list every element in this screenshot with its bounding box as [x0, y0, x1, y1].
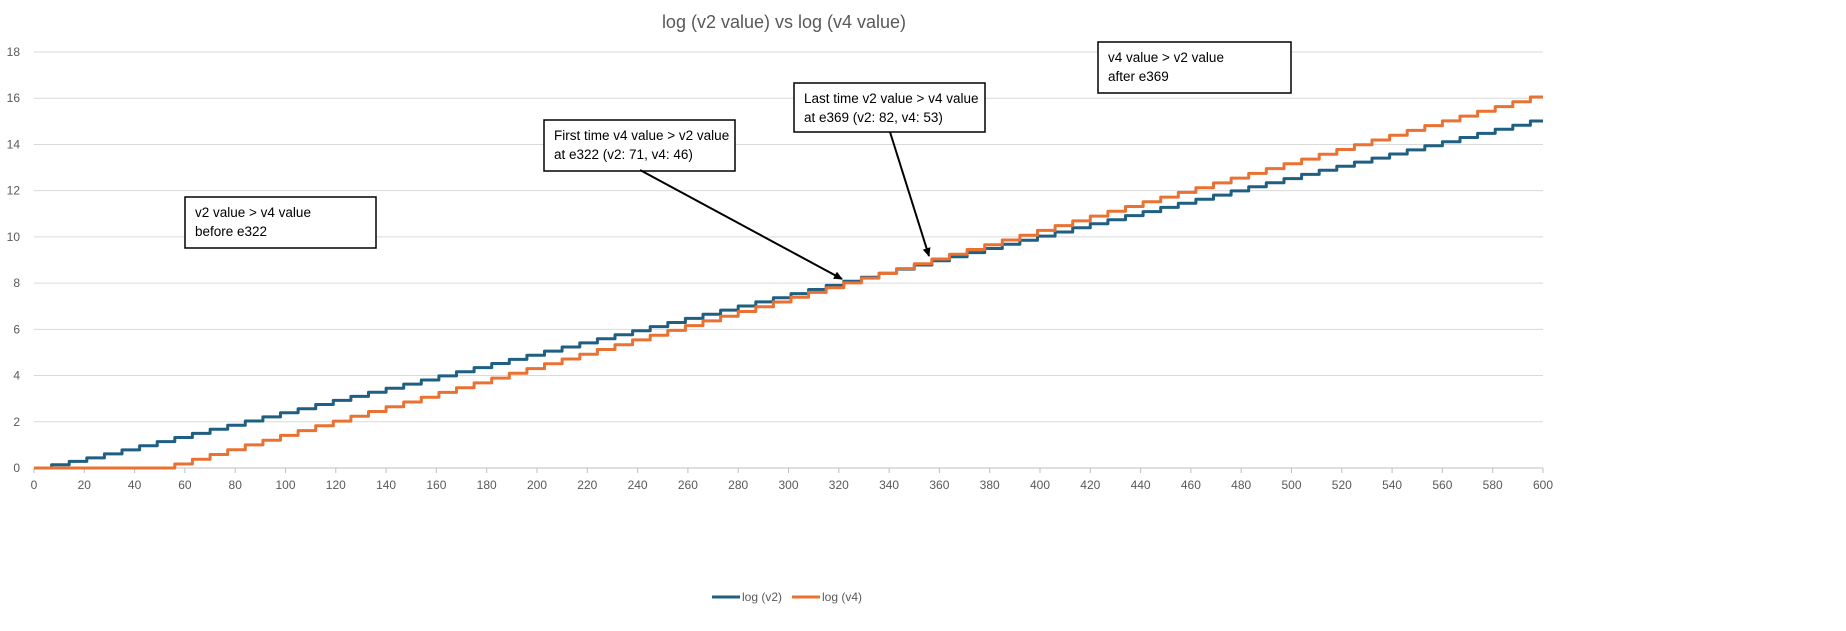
x-tick-label: 200 — [527, 478, 547, 492]
annotation-frame — [793, 82, 986, 133]
annotation-text: First time v4 value > v2 value — [554, 128, 729, 143]
series-lines — [34, 95, 1543, 470]
x-tick-label: 220 — [577, 478, 597, 492]
legend-label: log (v4) — [822, 590, 862, 604]
x-axis: 0 20 40 60 80 100 120 140 160 180 200 220 240 260 280 3… — [31, 467, 1553, 492]
annotation-text: before e322 — [195, 224, 267, 239]
annotation-box: First time v4 value > v2 value at e322 (v… — [543, 119, 736, 172]
x-tick-label: 560 — [1432, 478, 1452, 492]
annotation-box: v4 value > v2 value after e369 — [1097, 41, 1292, 94]
x-tick-label: 600 — [1533, 478, 1553, 492]
annotation-box: v2 value > v4 value before e322 — [184, 196, 377, 249]
x-tick-label: 300 — [778, 478, 798, 492]
annotation-text: at e369 (v2: 82, v4: 53) — [804, 110, 943, 125]
y-tick-label: 16 — [7, 91, 21, 105]
x-tick-label: 140 — [376, 478, 396, 492]
annotation-frame — [543, 119, 736, 172]
annotation-text: at e322 (v2: 71, v4: 46) — [554, 147, 693, 162]
annotation-frame — [1097, 41, 1292, 94]
x-tick-label: 440 — [1131, 478, 1151, 492]
y-tick-label: 18 — [7, 45, 21, 59]
x-tick-label: 480 — [1231, 478, 1251, 492]
y-axis: 0 2 4 6 8 10 12 14 16 18 — [7, 45, 21, 475]
x-tick-label: 320 — [829, 478, 849, 492]
x-tick-label: 240 — [628, 478, 648, 492]
x-tick-label: 20 — [78, 478, 92, 492]
annotation-frame — [184, 196, 377, 249]
x-tick-label: 120 — [326, 478, 346, 492]
x-tick-label: 160 — [426, 478, 446, 492]
series-line-v4 — [34, 95, 1543, 470]
y-tick-label: 12 — [7, 184, 21, 198]
y-tick-label: 0 — [13, 461, 20, 475]
y-tick-label: 14 — [7, 137, 21, 151]
x-tick-label: 260 — [678, 478, 698, 492]
y-tick-label: 2 — [13, 415, 20, 429]
legend: log (v2) log (v4) — [712, 590, 862, 604]
x-tick-label: 0 — [31, 478, 38, 492]
x-tick-label: 60 — [178, 478, 192, 492]
annotation-text: Last time v2 value > v4 value — [804, 91, 978, 106]
x-tick-label: 420 — [1080, 478, 1100, 492]
x-tick-label: 80 — [229, 478, 243, 492]
annotation-arrow — [889, 131, 931, 257]
x-tick-label: 40 — [128, 478, 142, 492]
chart-title: log (v2 value) vs log (v4 value) — [662, 12, 906, 32]
annotations: v2 value > v4 value before e322 First time… — [184, 41, 1292, 280]
x-tick-label: 340 — [879, 478, 899, 492]
x-tick-label: 540 — [1382, 478, 1402, 492]
annotation-text: after e369 — [1108, 69, 1169, 84]
y-tick-label: 4 — [13, 369, 20, 383]
y-tick-label: 6 — [13, 322, 20, 336]
x-tick-label: 580 — [1483, 478, 1503, 492]
x-tick-label: 280 — [728, 478, 748, 492]
annotation-box: Last time v2 value > v4 value at e369 (v2… — [793, 82, 986, 133]
y-tick-label: 10 — [7, 230, 21, 244]
x-tick-label: 500 — [1281, 478, 1301, 492]
x-tick-label: 520 — [1332, 478, 1352, 492]
x-tick-label: 400 — [1030, 478, 1050, 492]
x-tick-label: 100 — [275, 478, 295, 492]
y-tick-label: 8 — [13, 276, 20, 290]
annotation-text: v4 value > v2 value — [1108, 50, 1224, 65]
gridlines — [34, 51, 1543, 469]
series-line-v2 — [34, 119, 1543, 470]
x-tick-label: 460 — [1181, 478, 1201, 492]
x-tick-label: 360 — [929, 478, 949, 492]
annotation-arrow — [639, 169, 843, 280]
annotation-text: v2 value > v4 value — [195, 205, 311, 220]
x-tick-label: 380 — [980, 478, 1000, 492]
legend-label: log (v2) — [742, 590, 782, 604]
x-tick-label: 180 — [477, 478, 497, 492]
